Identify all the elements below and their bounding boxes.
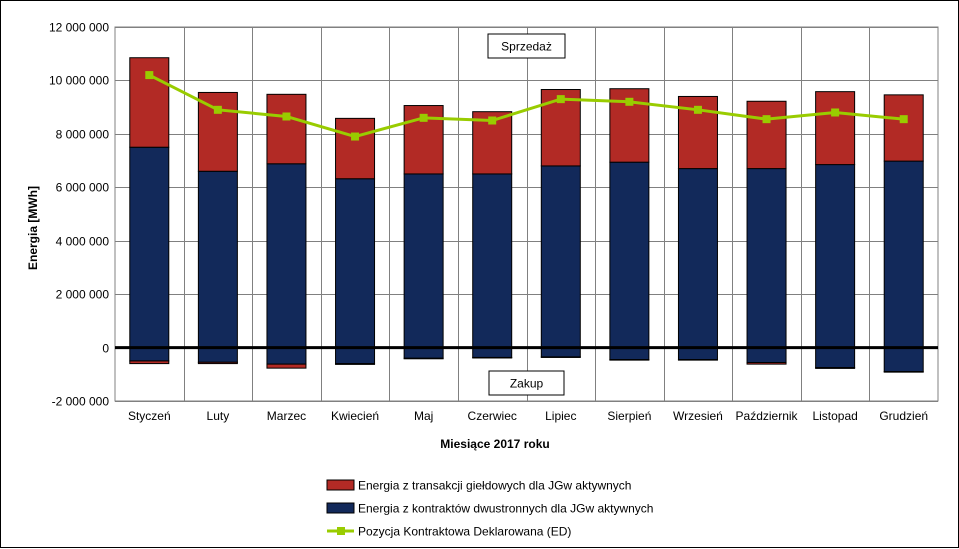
x-tick-labels: Styczeń Luty Marzec Kwiecień Maj Czerwiec Lipi… xyxy=(128,409,928,423)
ed-point xyxy=(556,95,565,104)
annotation-buy-box: Zakup xyxy=(488,370,565,396)
bar-bilateral-sell xyxy=(883,160,924,349)
bar-bilateral-buy xyxy=(609,347,650,361)
bar-bilateral-sell xyxy=(609,161,650,349)
x-tick-label: Luty xyxy=(207,409,230,423)
bar-exchange-buy xyxy=(403,357,444,360)
legend-label-exchange: Energia z transakcji giełdowych dla JGw … xyxy=(358,479,631,493)
bar-exchange-buy xyxy=(197,361,238,365)
ed-line-series xyxy=(145,71,908,141)
bar-exchange-buy xyxy=(472,356,513,359)
legend: Energia z transakcji giełdowych dla JGw … xyxy=(326,479,653,539)
grid-lines xyxy=(114,26,939,402)
x-tick-label: Grudzień xyxy=(879,409,928,423)
x-tick-label: Sierpień xyxy=(607,409,651,423)
legend-label-ed: Pozycja Kontraktowa Deklarowana (ED) xyxy=(358,525,571,539)
bar-bilateral-sell xyxy=(540,165,581,349)
y-tick-label: 4 000 000 xyxy=(56,235,110,249)
bar-bilateral-buy xyxy=(197,347,238,363)
bar-bilateral-buy xyxy=(129,347,170,362)
ed-point xyxy=(693,105,702,114)
bar-bilateral-buy xyxy=(266,347,307,365)
ed-point xyxy=(213,105,222,114)
legend-item-ed: Pozycja Kontraktowa Deklarowana (ED) xyxy=(327,525,571,539)
bar-bilateral-sell xyxy=(403,173,444,349)
plot-area-border xyxy=(114,26,939,402)
legend-item-exchange: Energia z transakcji giełdowych dla JGw … xyxy=(326,479,631,493)
x-axis-label: Miesiące 2017 roku xyxy=(440,437,549,451)
bar-exchange-buy xyxy=(883,371,924,373)
annotation-buy: Zakup xyxy=(510,377,544,391)
x-tick-label: Lipiec xyxy=(545,409,576,423)
annotation-sell: Sprzedaż xyxy=(501,40,552,54)
y-tick-label: 0 xyxy=(102,342,109,356)
bar-exchange-sell xyxy=(815,91,856,166)
ed-point xyxy=(488,116,497,125)
bar-bilateral-sell xyxy=(815,164,856,349)
x-tick-label: Marzec xyxy=(267,409,306,423)
y-tick-label: 8 000 000 xyxy=(56,128,110,142)
ed-point xyxy=(762,115,771,124)
bar-bilateral-buy xyxy=(815,347,856,369)
y-tick-label: -2 000 000 xyxy=(52,395,110,409)
ed-point xyxy=(831,108,840,117)
bar-bilateral-sell xyxy=(677,168,718,349)
y-tick-labels: -2 000 000 0 2 000 000 4 000 000 6 000 000 8 … xyxy=(49,21,109,409)
x-tick-label: Kwiecień xyxy=(331,409,379,423)
bar-exchange-buy xyxy=(677,359,718,361)
bar-bilateral-buy xyxy=(403,347,444,359)
bar-bilateral-buy xyxy=(746,347,787,364)
ed-line xyxy=(148,73,904,139)
y-tick-label: 2 000 000 xyxy=(56,288,110,302)
ed-point xyxy=(145,71,154,80)
x-tick-label: Październik xyxy=(736,409,799,423)
bar-bilateral-sell xyxy=(746,168,787,349)
bars xyxy=(129,57,924,373)
y-tick-label: 10 000 000 xyxy=(49,74,109,88)
bar-exchange-sell xyxy=(197,91,238,172)
ed-point xyxy=(282,112,291,121)
bar-exchange-buy xyxy=(335,363,376,365)
ed-point xyxy=(419,113,428,122)
legend-item-bilateral: Energia z kontraktów dwustronnych dla JG… xyxy=(326,502,653,516)
bar-bilateral-sell xyxy=(197,170,238,349)
bar-exchange-buy xyxy=(266,363,307,369)
bar-bilateral-sell xyxy=(266,163,307,349)
bar-bilateral-sell xyxy=(129,146,170,349)
bar-bilateral-buy xyxy=(335,347,376,365)
bar-exchange-sell xyxy=(266,93,307,165)
y-tick-label: 12 000 000 xyxy=(49,21,109,35)
legend-swatch-bilateral xyxy=(326,502,355,514)
ed-point xyxy=(625,97,634,106)
bar-exchange-buy xyxy=(746,362,787,365)
legend-swatch-exchange xyxy=(326,479,355,491)
y-tick-label: 6 000 000 xyxy=(56,181,110,195)
legend-marker-ed xyxy=(337,527,345,535)
legend-label-bilateral: Energia z kontraktów dwustronnych dla JG… xyxy=(358,502,653,516)
x-tick-label: Czerwiec xyxy=(468,409,517,423)
bar-bilateral-buy xyxy=(677,347,718,361)
y-axis-label: Energia [MWh] xyxy=(26,186,40,270)
bar-bilateral-sell xyxy=(335,178,376,349)
ed-point xyxy=(899,115,908,124)
bar-exchange-buy xyxy=(609,359,650,361)
x-tick-label: Listopad xyxy=(812,409,857,423)
bar-exchange-sell xyxy=(746,100,787,170)
bar-bilateral-sell xyxy=(472,173,513,349)
x-tick-label: Styczeń xyxy=(128,409,171,423)
bar-exchange-sell xyxy=(335,117,376,180)
x-tick-label: Wrzesień xyxy=(673,409,723,423)
bar-bilateral-buy xyxy=(883,347,924,373)
bar-exchange-sell xyxy=(883,94,924,162)
bar-exchange-buy xyxy=(815,367,856,369)
bar-exchange-buy xyxy=(129,360,170,365)
annotation-sell-box: Sprzedaż xyxy=(487,33,566,59)
ed-point xyxy=(351,132,360,141)
bar-exchange-buy xyxy=(540,356,581,358)
x-tick-label: Maj xyxy=(414,409,433,423)
